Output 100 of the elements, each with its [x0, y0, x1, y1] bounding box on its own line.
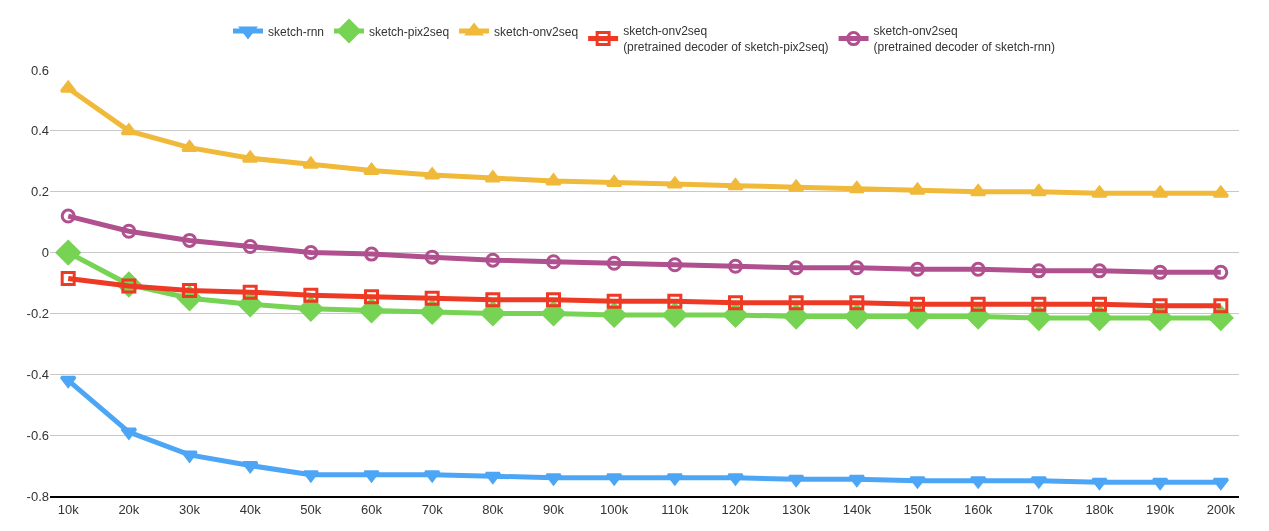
point — [969, 184, 987, 197]
x-tick-label: 40k — [239, 501, 262, 517]
point — [1030, 184, 1048, 197]
y-tick-label: 0.4 — [30, 123, 49, 139]
y-tick-label: 0.2 — [30, 184, 49, 200]
point — [120, 427, 138, 440]
point — [909, 182, 926, 195]
point — [60, 208, 76, 224]
point — [419, 299, 445, 325]
point — [1151, 477, 1169, 490]
point — [60, 270, 76, 286]
point — [848, 474, 866, 487]
y-tick-label: -0.8 — [26, 488, 49, 504]
point — [302, 156, 320, 169]
point — [1091, 263, 1107, 279]
y-tick-label: -0.4 — [26, 366, 49, 382]
point — [364, 289, 380, 305]
legend-label: sketch-onv2seq (pretrained decoder of sketch-pix2seq) — [623, 24, 829, 55]
x-tick-label: 20k — [118, 501, 140, 517]
point — [545, 173, 562, 186]
x-tick-label: 130k — [782, 501, 811, 517]
point — [241, 461, 259, 474]
point — [788, 295, 804, 311]
point — [601, 302, 627, 328]
y-tick-label: 0.6 — [30, 62, 49, 78]
point — [546, 254, 562, 270]
point — [546, 292, 562, 308]
legend-label: sketch-pix2seq — [369, 24, 450, 39]
y-tick-label: -0.6 — [26, 427, 49, 443]
point — [545, 473, 562, 486]
point — [909, 261, 925, 277]
x-tick-label: 70k — [421, 501, 444, 517]
point — [605, 175, 623, 188]
point — [298, 296, 324, 322]
point — [606, 293, 622, 309]
point — [242, 284, 258, 300]
point — [788, 260, 804, 276]
point — [241, 150, 259, 163]
x-tick-label: 170k — [1024, 501, 1054, 517]
point — [59, 375, 77, 388]
point — [909, 296, 925, 312]
point — [667, 257, 683, 273]
point — [484, 471, 502, 484]
x-tick-label: 110k — [661, 501, 689, 517]
point — [363, 470, 380, 483]
x-tick-label: 10k — [57, 501, 80, 517]
point — [727, 473, 744, 486]
point — [364, 246, 380, 262]
point — [1031, 263, 1047, 279]
point — [424, 249, 440, 265]
legend-label: sketch-onv2seq (pretrained decoder of sketch-rnn) — [873, 24, 1056, 55]
point — [485, 252, 501, 268]
point — [727, 295, 743, 311]
point — [1212, 185, 1230, 198]
y-tick-label: -0.2 — [26, 305, 49, 321]
point — [303, 287, 319, 303]
point — [667, 293, 683, 309]
point — [849, 295, 865, 311]
point — [783, 303, 809, 330]
x-tick-label: 180k — [1085, 501, 1115, 517]
x-tick-label: 200k — [1206, 501, 1236, 517]
x-tick-label: 30k — [179, 501, 201, 517]
legend-label: sketch-onv2seq — [494, 24, 579, 39]
x-tick-label: 120k — [721, 501, 751, 517]
point — [423, 167, 441, 180]
point — [1213, 298, 1229, 314]
x-tick-label: 50k — [300, 501, 322, 517]
y-tick-label: 0 — [41, 245, 49, 261]
point — [848, 181, 866, 194]
point — [1213, 264, 1229, 280]
point — [59, 80, 77, 93]
point — [849, 260, 865, 276]
point — [484, 170, 502, 183]
point — [728, 258, 743, 274]
point — [970, 296, 986, 312]
point — [666, 473, 684, 486]
point — [1152, 264, 1168, 280]
point — [242, 238, 258, 254]
point — [303, 245, 319, 261]
point — [121, 223, 137, 239]
point — [1091, 477, 1108, 490]
point — [1212, 477, 1230, 490]
x-tick-label: 190k — [1146, 501, 1175, 517]
point — [485, 292, 501, 308]
point — [1091, 296, 1107, 312]
x-tick-label: 140k — [842, 501, 872, 517]
point — [787, 474, 805, 487]
point — [1152, 298, 1168, 314]
point — [1031, 296, 1047, 312]
x-tick-label: 160k — [964, 501, 993, 517]
legend-label: sketch-rnn — [268, 24, 325, 39]
point — [120, 123, 138, 136]
point — [844, 303, 870, 330]
x-tick-label: 150k — [903, 501, 933, 517]
x-tick-label: 80k — [482, 501, 504, 517]
point — [363, 162, 380, 175]
point — [1091, 185, 1108, 198]
point — [181, 140, 198, 153]
point — [182, 232, 198, 248]
point — [1151, 185, 1169, 198]
